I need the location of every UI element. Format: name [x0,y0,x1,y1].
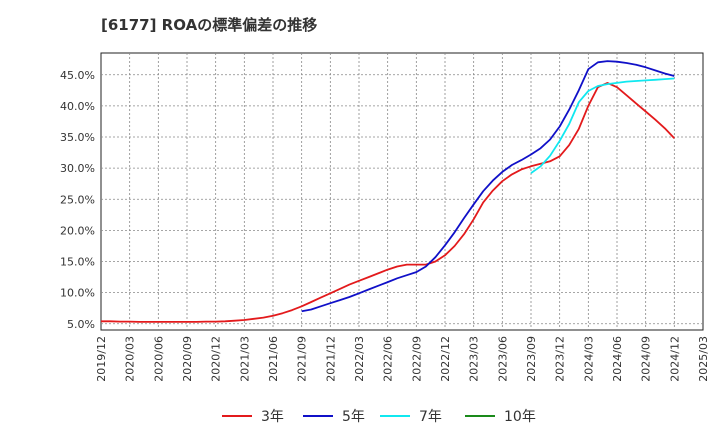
series-lines [101,60,675,323]
legend-label: 3年 [261,409,284,425]
x-axis-ticks: 2019/12 2020/03 2020/06 2020/09 2020/12 2021/… [95,336,710,382]
x-tick-label: 2021/12 [324,336,337,382]
legend-item: 10年 [465,406,536,426]
x-tick-label: 2024/06 [611,336,624,382]
y-tick-label: 35.0% [60,131,95,144]
y-tick-label: 45.0% [60,69,95,82]
x-tick-label: 2023/03 [468,336,481,382]
legend-item: 5年 [303,406,365,426]
x-tick-label: 2021/03 [238,336,251,382]
x-tick-label: 2020/12 [210,336,223,382]
x-tick-label: 2022/12 [439,336,452,382]
plot-area [100,52,704,331]
x-tick-label: 2024/09 [640,336,653,382]
x-tick-label: 2021/06 [267,336,280,382]
legend-label: 5年 [342,409,365,425]
x-tick-label: 2022/09 [410,336,423,382]
series-line-1 [101,82,675,323]
x-tick-label: 2024/03 [582,336,595,382]
legend-item: 3年 [222,406,284,426]
legend-label: 7年 [419,409,442,425]
y-tick-label: 25.0% [60,193,95,206]
y-tick-label: 30.0% [60,162,95,175]
chart-title: [6177] ROAの標準偏差の推移 [101,16,318,34]
x-tick-label: 2022/03 [353,336,366,382]
legend-swatch [465,415,495,417]
grid-lines [101,53,703,330]
legend-swatch [303,415,333,417]
x-tick-label: 2021/09 [296,336,309,382]
x-tick-label: 2020/09 [181,336,194,382]
legend-label: 10年 [504,409,536,425]
y-tick-label: 5.0% [67,318,95,331]
y-axis-ticks: 5.0% 10.0% 15.0% 20.0% 25.0% 30.0% 35.0% 40.0% 4… [60,69,95,331]
x-tick-label: 2020/03 [124,336,137,382]
chart-legend: 3年 5年 7年 10年 [0,406,720,430]
x-tick-label: 2019/12 [95,336,108,382]
y-tick-label: 15.0% [60,256,95,269]
legend-swatch [380,415,410,417]
legend-item: 7年 [380,406,442,426]
x-tick-label: 2023/06 [496,336,509,382]
series-line-3 [530,77,675,174]
x-tick-label: 2020/06 [152,336,165,382]
y-tick-label: 10.0% [60,287,95,300]
x-tick-label: 2022/06 [382,336,395,382]
x-tick-label: 2024/12 [668,336,681,382]
y-tick-label: 20.0% [60,224,95,237]
y-tick-label: 40.0% [60,100,95,113]
series-line-2 [301,60,675,313]
x-tick-label: 2025/03 [697,336,710,382]
x-tick-label: 2023/09 [525,336,538,382]
x-tick-label: 2023/12 [554,336,567,382]
legend-swatch [222,415,252,417]
